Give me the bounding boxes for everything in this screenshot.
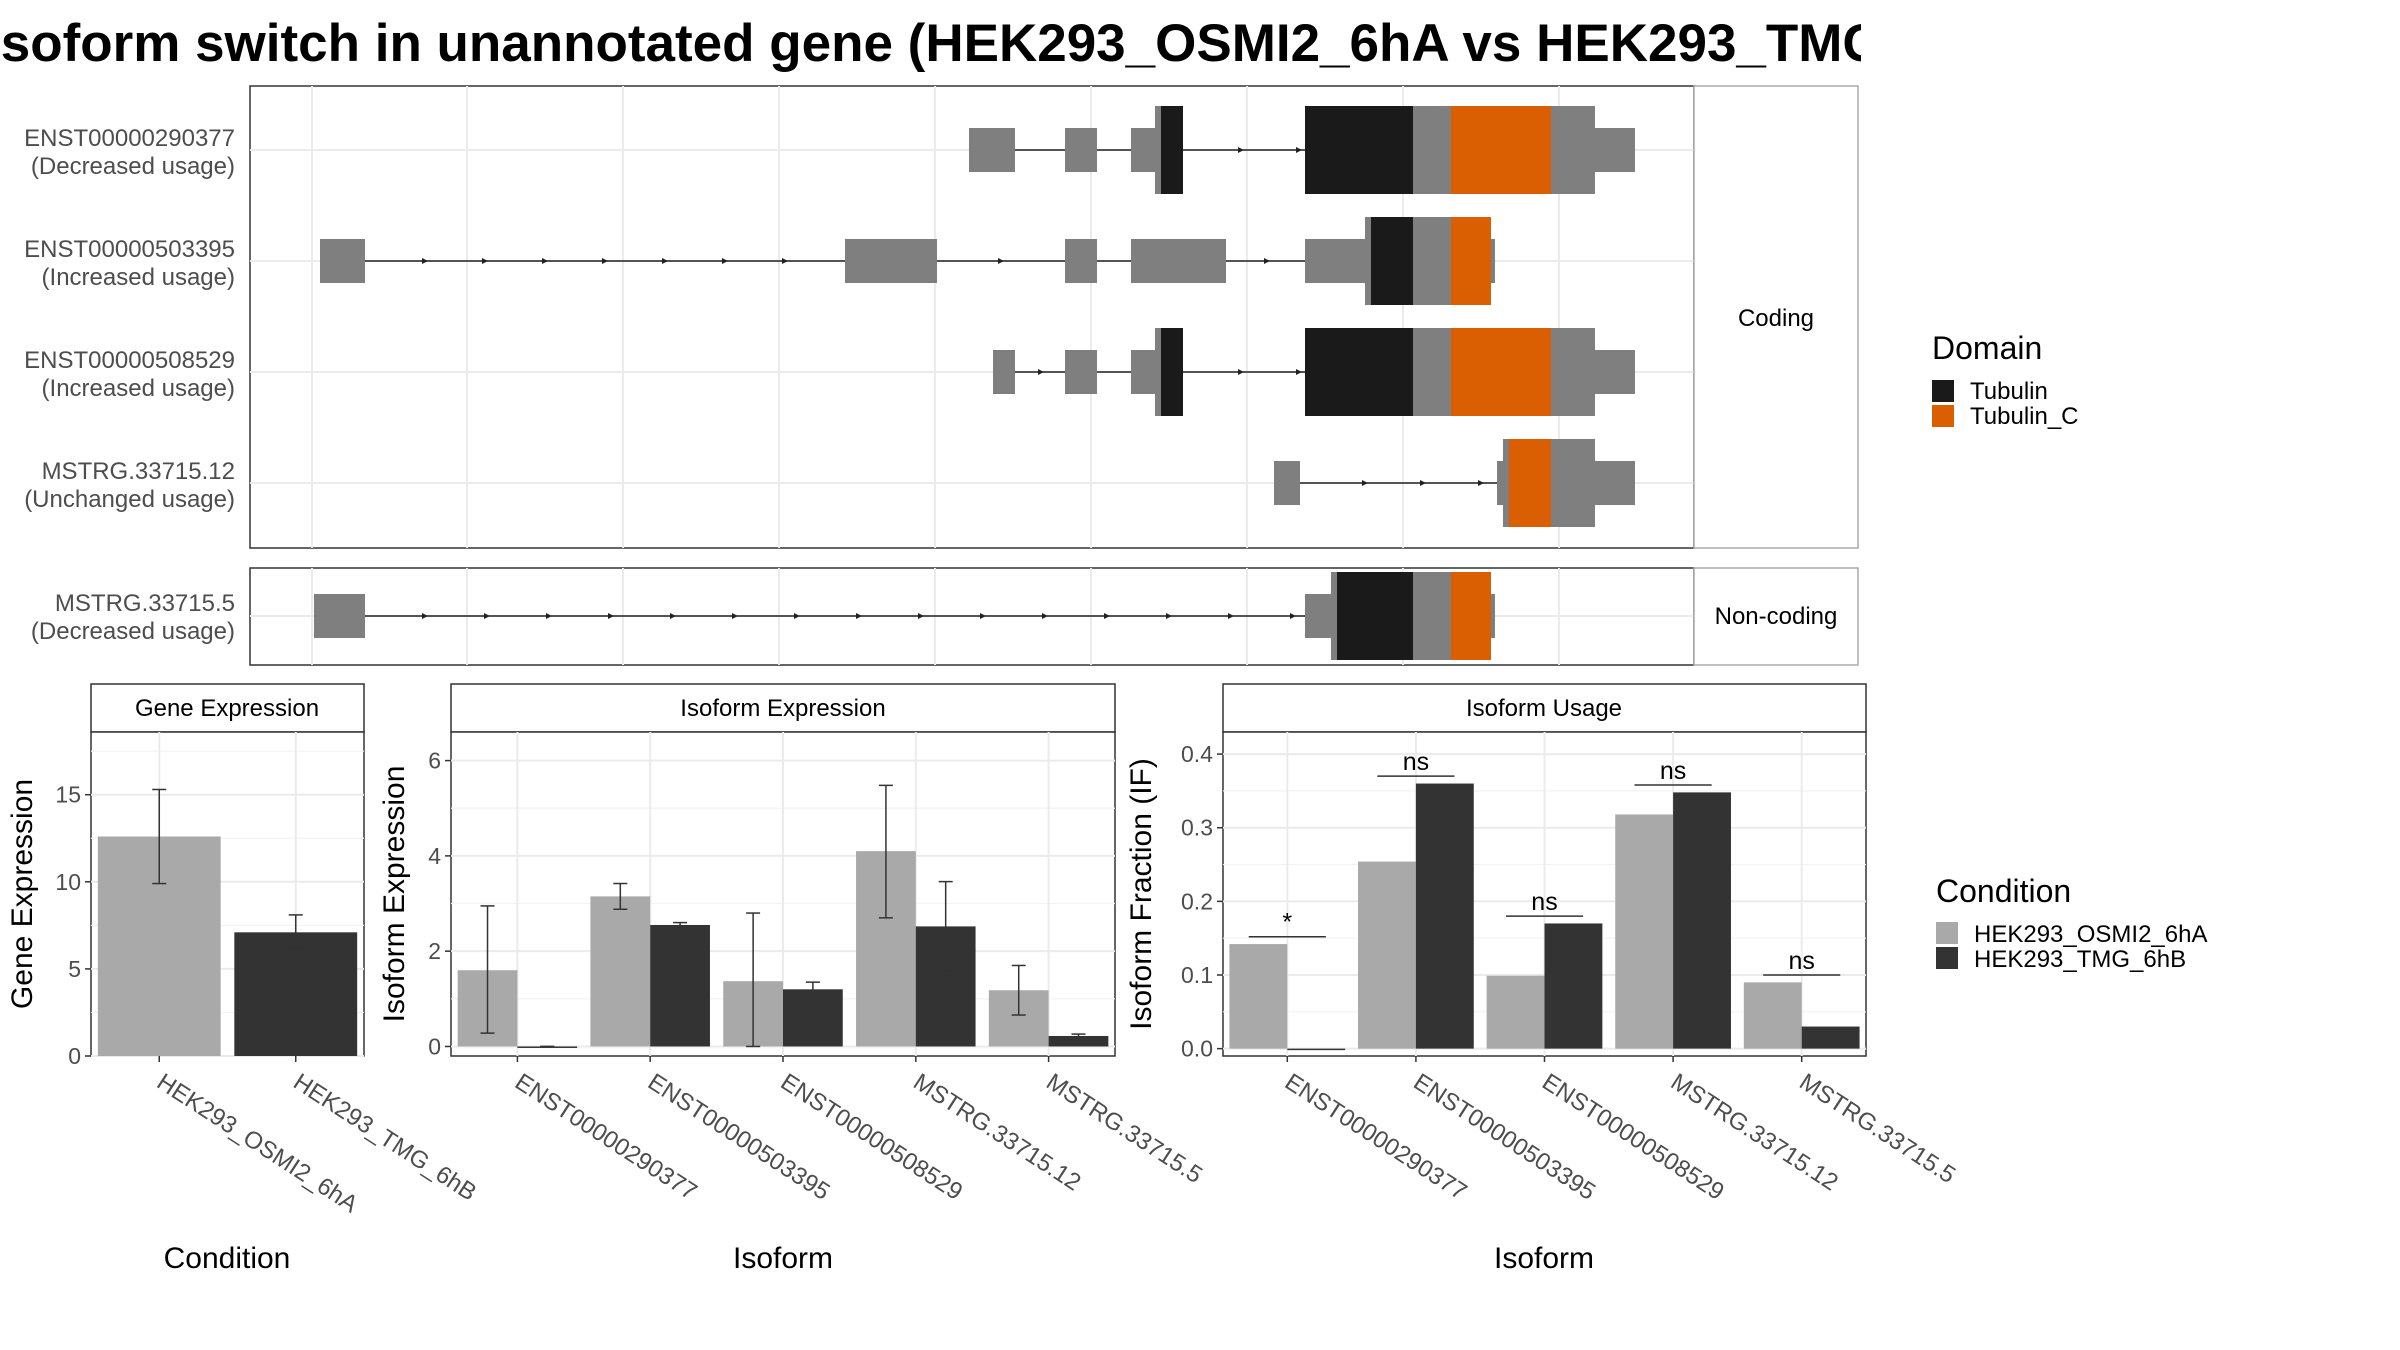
- bar: [1358, 861, 1416, 1049]
- y-tick-label: 0: [68, 1043, 81, 1069]
- transcript-label-usage: (Increased usage): [42, 264, 235, 291]
- y-axis-label: Gene Expression: [6, 779, 39, 1009]
- x-axis-label: Isoform: [1494, 1242, 1594, 1275]
- bar: [1048, 1035, 1109, 1047]
- facet-strip: [90, 683, 365, 733]
- structure-panel-noncoding: Non-coding: [249, 567, 1859, 666]
- legend-title: Domain: [1932, 330, 2042, 366]
- bar: [1743, 982, 1802, 1049]
- y-axis-label: Isoform Expression: [378, 766, 411, 1023]
- y-tick-label: 0.0: [1181, 1036, 1213, 1062]
- y-tick-label: 10: [55, 869, 81, 895]
- transcript-label-usage: (Increased usage): [42, 375, 235, 402]
- transcript-mstrg-33715-5: [314, 572, 1495, 660]
- coding-strip-label: Coding: [1738, 305, 1814, 332]
- transcript-enst00000290377: [969, 106, 1635, 194]
- transcript-enst00000508529: [993, 328, 1635, 416]
- structure-panel-coding: Coding: [249, 85, 1859, 549]
- legend-swatch: [1936, 947, 1958, 969]
- y-axis-label: Isoform Fraction (IF): [1125, 758, 1158, 1030]
- transcript-label-id: ENST00000508529: [24, 347, 235, 374]
- significance-label: ns: [1403, 748, 1429, 776]
- transcript-enst00000503395: [320, 217, 1495, 305]
- transcript-label-usage: (Unchanged usage): [24, 486, 235, 513]
- chart-title: Isoform switch in unannotated gene (HEK2…: [0, 14, 1861, 73]
- legend-item: Tubulin_C: [1970, 403, 2079, 430]
- bar: [1544, 923, 1603, 1049]
- facet-strip: [450, 683, 1116, 733]
- bar: [1801, 1026, 1860, 1049]
- bar: [1415, 783, 1474, 1049]
- bar: [650, 924, 710, 1047]
- transcript-label-usage: (Decreased usage): [31, 618, 235, 645]
- noncoding-strip: [1693, 567, 1859, 666]
- bar: [1673, 792, 1731, 1049]
- y-tick-label: 0.4: [1181, 741, 1213, 767]
- legend-item: HEK293_TMG_6hB: [1974, 946, 2186, 973]
- coding-strip: [1693, 85, 1859, 549]
- y-tick-label: 4: [428, 843, 441, 869]
- panel-title: Isoform Expression: [680, 695, 885, 722]
- transcript-label-usage: (Decreased usage): [31, 153, 235, 180]
- bar: [1615, 814, 1674, 1049]
- panel-title: Gene Expression: [135, 695, 319, 722]
- domain-legend: Domain Tubulin Tubulin_C: [1932, 330, 2079, 430]
- transcript-label-id: MSTRG.33715.12: [42, 458, 235, 485]
- bar: [590, 896, 651, 1047]
- significance-label: ns: [1660, 757, 1686, 785]
- panel-title: Isoform Usage: [1466, 695, 1622, 722]
- bar: [234, 932, 358, 1056]
- x-axis-label: Condition: [164, 1242, 291, 1275]
- y-tick-label: 5: [68, 956, 81, 982]
- bar: [1229, 944, 1288, 1049]
- significance-label: ns: [1531, 888, 1557, 916]
- transcript-label-id: MSTRG.33715.5: [55, 590, 235, 617]
- y-tick-label: 0.1: [1181, 962, 1213, 988]
- y-tick-label: 0.2: [1181, 888, 1213, 914]
- legend-swatch: [1932, 380, 1954, 402]
- facet-strip: [1222, 683, 1867, 733]
- transcript-label-id: ENST00000290377: [24, 125, 235, 152]
- transcript-label-id: ENST00000503395: [24, 236, 235, 263]
- bar: [783, 989, 843, 1047]
- transcript-mstrg-33715-12: [1274, 439, 1635, 527]
- x-axis-label: Isoform: [733, 1242, 833, 1275]
- condition-legend: Condition HEK293_OSMI2_6hA HEK293_TMG_6h…: [1936, 873, 2207, 973]
- legend-item: HEK293_OSMI2_6hA: [1974, 921, 2207, 948]
- y-tick-label: 15: [55, 782, 81, 808]
- legend-title: Condition: [1936, 873, 2071, 909]
- significance-label: ns: [1788, 947, 1814, 975]
- y-tick-label: 0.3: [1181, 815, 1213, 841]
- bar: [1287, 1048, 1346, 1051]
- y-tick-label: 0: [428, 1033, 441, 1059]
- significance-label: *: [1282, 909, 1292, 937]
- bar: [1486, 975, 1545, 1049]
- y-tick-label: 6: [428, 748, 441, 774]
- y-tick-label: 2: [428, 938, 441, 964]
- legend-item: Tubulin: [1970, 378, 2048, 405]
- noncoding-strip-label: Non-coding: [1715, 603, 1838, 630]
- legend-swatch: [1932, 405, 1954, 427]
- legend-swatch: [1936, 922, 1958, 944]
